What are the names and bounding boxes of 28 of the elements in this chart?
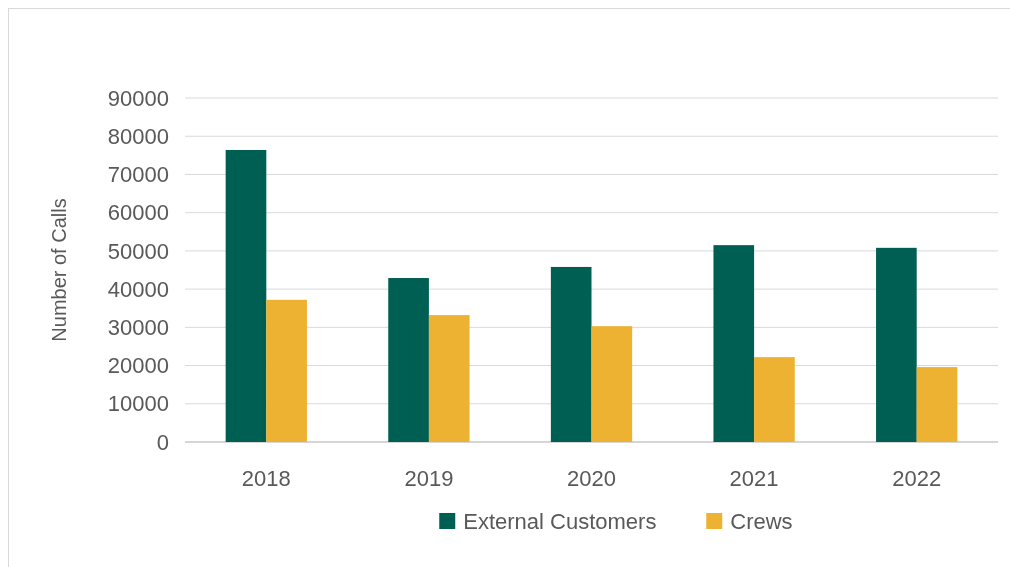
y-tick-label: 60000	[107, 200, 169, 226]
y-tick-label: 40000	[107, 276, 169, 302]
bar	[550, 266, 592, 442]
y-tick-label: 80000	[107, 123, 169, 149]
bar	[754, 357, 795, 442]
y-tick-label: 0	[156, 429, 169, 455]
x-tick-label: 2020	[567, 466, 616, 491]
bar	[266, 299, 307, 442]
legend-label: Crews	[730, 508, 793, 534]
x-tick-label: 2021	[729, 466, 779, 491]
bar	[388, 278, 429, 442]
y-tick-label: 30000	[107, 315, 169, 341]
bar	[591, 326, 633, 442]
y-tick-label: 20000	[107, 353, 169, 379]
y-tick-label: 70000	[107, 162, 169, 188]
x-tick-label: 2019	[404, 466, 454, 491]
bar	[876, 247, 917, 442]
y-tick-label: 90000	[107, 85, 169, 111]
bar	[428, 315, 470, 442]
y-tick-label: 10000	[107, 391, 169, 417]
y-axis-title: Number of Calls	[48, 198, 70, 342]
x-tick-label: 2022	[892, 466, 942, 491]
bar	[713, 245, 755, 442]
y-tick-label: 50000	[107, 238, 169, 264]
bar	[916, 367, 958, 442]
x-tick-label: 2018	[241, 466, 291, 491]
legend-label: External Customers	[463, 508, 657, 534]
bar	[225, 149, 267, 442]
